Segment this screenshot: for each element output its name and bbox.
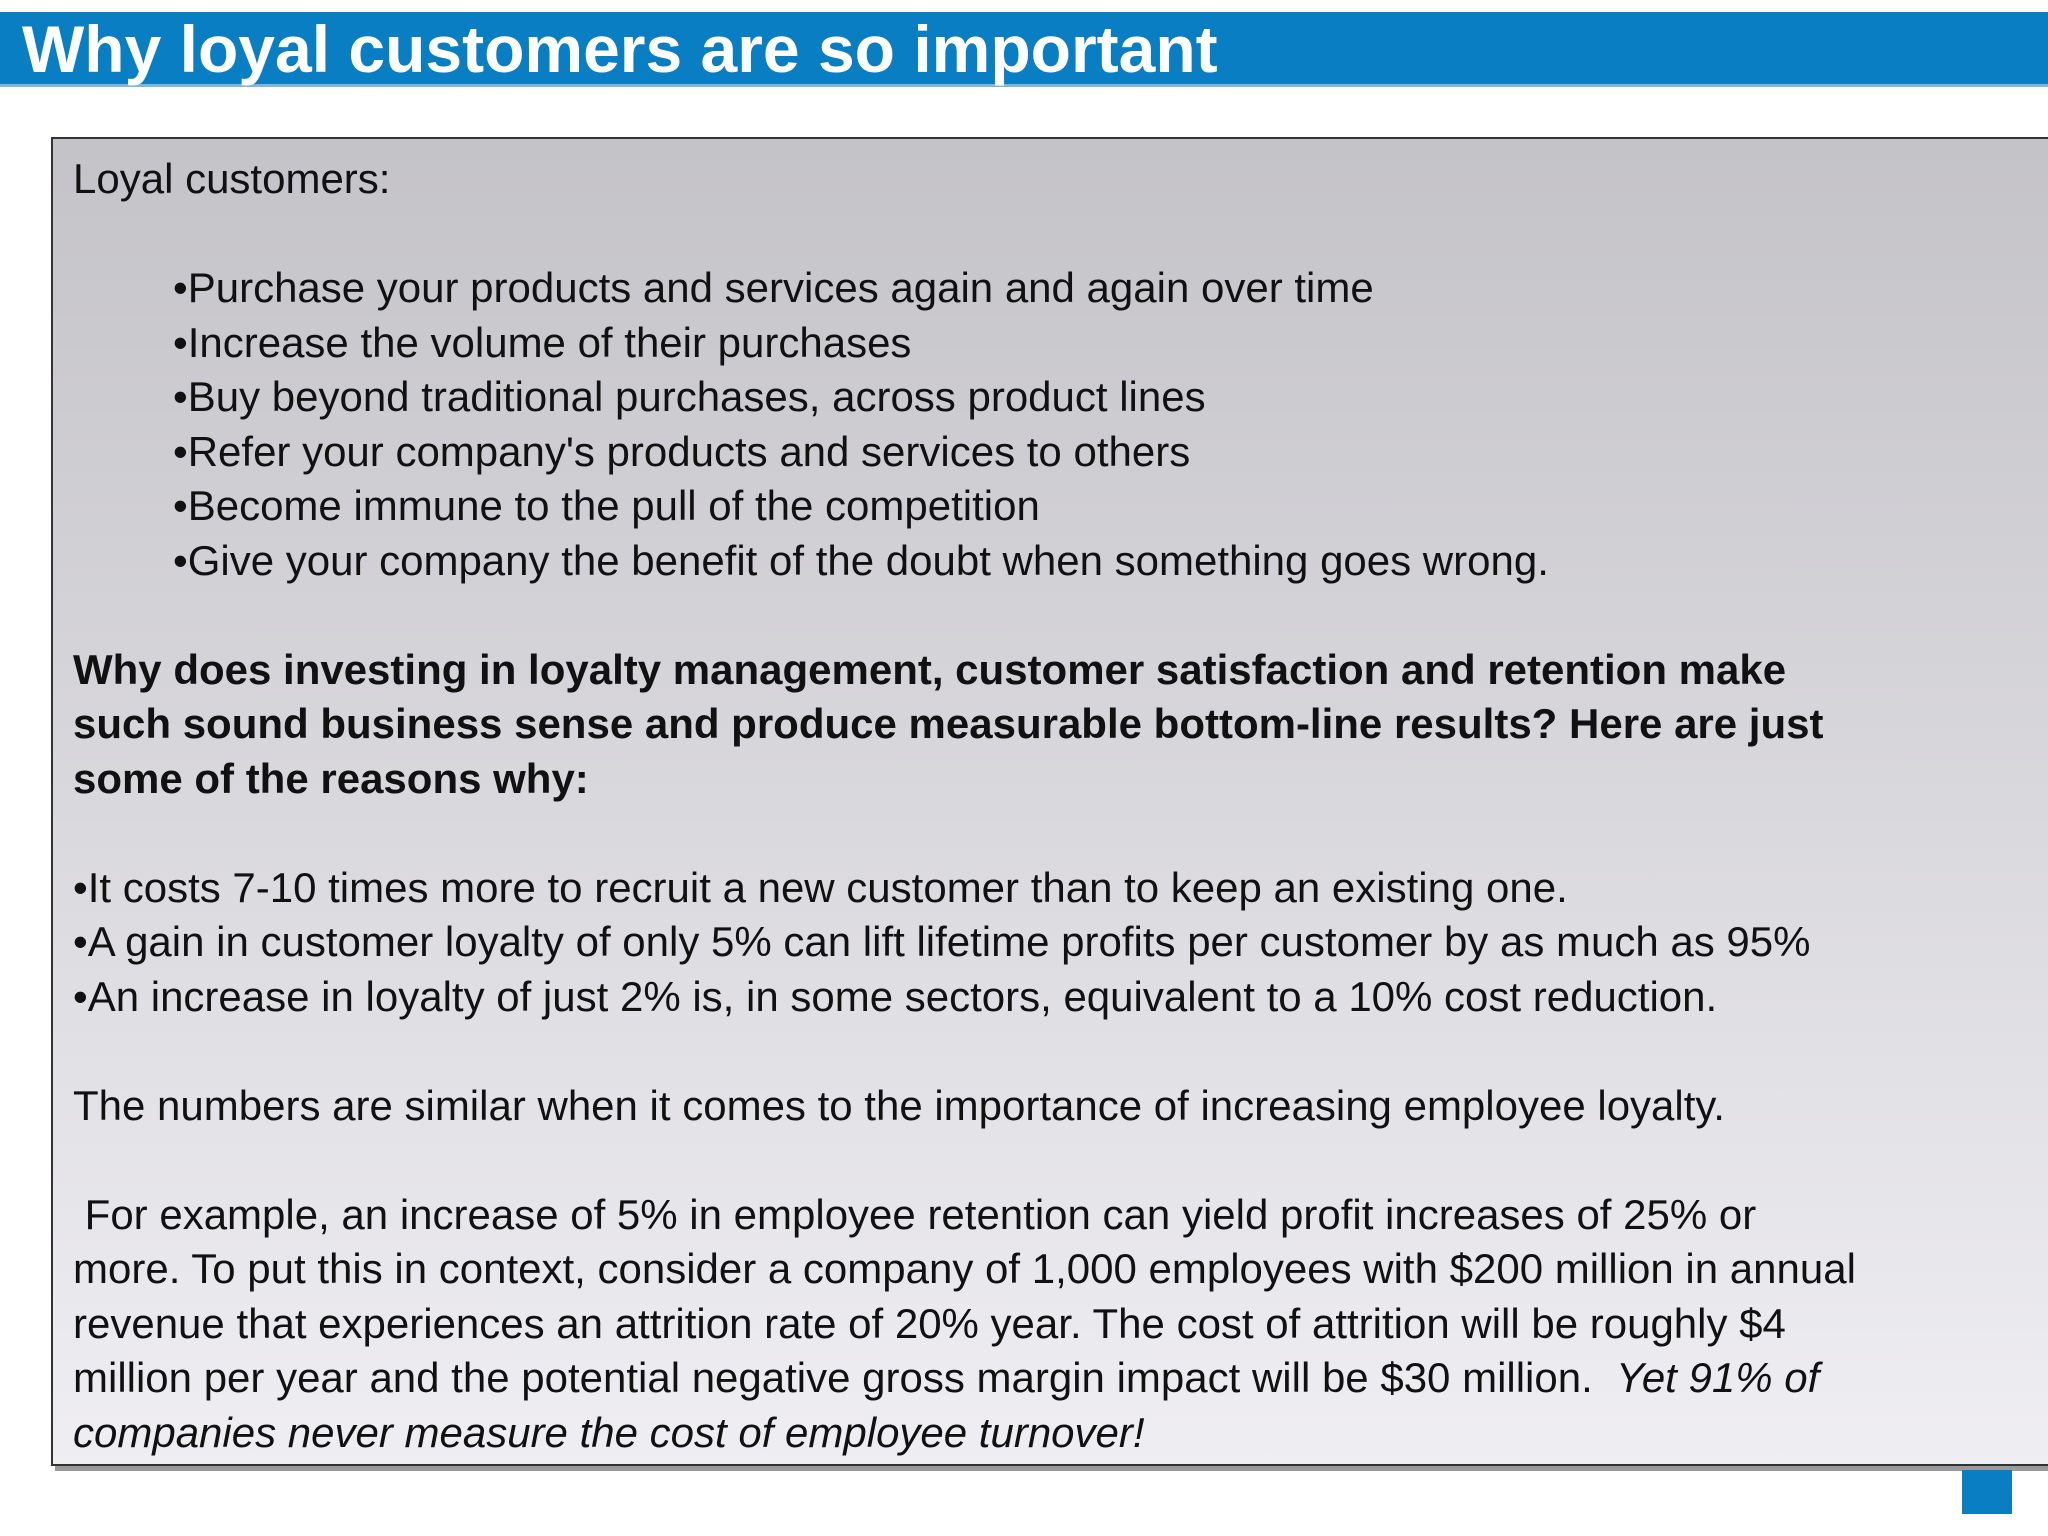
spacer [73,806,2048,861]
example-emphasis: Yet 91% of [1616,1354,1820,1401]
reason-bullet-item: •It costs 7-10 times more to recruit a n… [73,863,1568,911]
example-paragraph: For example, an increase of 5% in employ… [73,1188,2048,1461]
example-line: million per year and the potential negat… [73,1351,2048,1406]
reason-bullet-item: •An increase in loyalty of just 2% is, i… [73,972,1718,1020]
example-line-text: million per year and the potential negat… [73,1354,1617,1401]
example-line: more. To put this in context, consider a… [73,1245,1856,1292]
spacer [73,207,2048,262]
reasons-list: •It costs 7-10 times more to recruit a n… [73,861,2048,1025]
spacer [73,588,2048,643]
question-line: some of the reasons why: [73,754,589,802]
loyal-bullet-item: •Become immune to the pull of the compet… [173,482,1040,529]
loyal-bullet-item: •Give your company the benefit of the do… [173,536,1549,584]
question-line: such sound business sense and produce me… [73,700,1824,747]
title-bar: Why loyal customers are so important [0,12,2048,87]
corner-accent-square [1962,1470,2012,1514]
intro-text: Loyal customers: [73,155,391,202]
spacer [73,1024,2048,1079]
loyal-customers-list: •Purchase your products and services aga… [73,261,2048,588]
spacer [73,1133,2048,1188]
loyal-bullet-item: •Buy beyond traditional purchases, acros… [173,373,1206,420]
loyal-bullet-item: •Increase the volume of their purchases [173,318,912,366]
employee-loyalty-note: The numbers are similar when it comes to… [73,1081,1725,1129]
slide-title: Why loyal customers are so important [22,12,1218,86]
example-line: revenue that experiences an attrition ra… [73,1299,1786,1347]
question-paragraph: Why does investing in loyalty management… [73,643,2048,807]
question-line: Why does investing in loyalty management… [73,645,1787,693]
loyal-bullet-item: •Purchase your products and services aga… [173,264,1374,311]
loyal-bullet-item: •Refer your company's products and servi… [173,427,1191,475]
example-line: For example, an increase of 5% in employ… [73,1190,1757,1238]
content-box: Loyal customers: •Purchase your products… [51,137,2048,1466]
closing-emphasis-line: companies never measure the cost of empl… [73,1408,1145,1456]
reason-bullet-item: •A gain in customer loyalty of only 5% c… [73,918,1811,965]
